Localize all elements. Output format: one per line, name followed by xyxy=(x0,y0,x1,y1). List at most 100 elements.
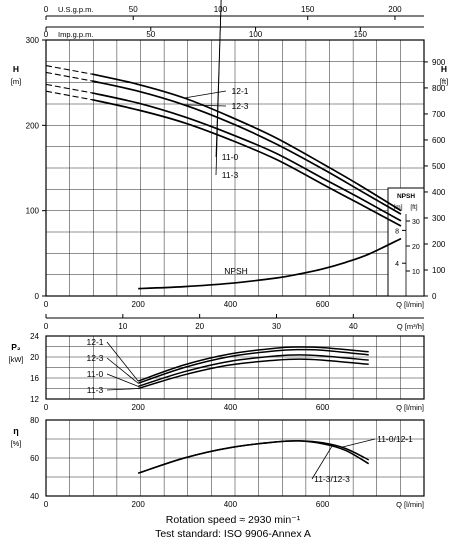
npsh-curve-label: NPSH xyxy=(224,266,248,276)
power-curve-label-11-0: 11-0 xyxy=(87,369,104,379)
power-curve-11-0 xyxy=(137,354,369,388)
q-m3h-tick-label: 0 xyxy=(44,322,49,331)
head-ft-tick-label: 900 xyxy=(432,58,446,67)
npsh-ft-tick-label: 20 xyxy=(412,244,420,251)
q-m3h-tick-label: 40 xyxy=(349,322,358,331)
power-curve-label-leader xyxy=(106,357,139,384)
head-curve-11-0-dashed xyxy=(45,83,93,94)
eff-x-tick-label: 400 xyxy=(224,500,238,509)
head-y-tick-label: 0 xyxy=(35,292,40,301)
power-x-axis-label: Q [l/min] xyxy=(396,403,424,412)
head-curve-label-11-0: 11-0 xyxy=(222,152,239,162)
usgpm-tick-label: 200 xyxy=(388,5,402,14)
eff-x-tick-label: 0 xyxy=(44,500,49,509)
npsh-curve xyxy=(138,237,402,290)
head-ft-tick-label: 700 xyxy=(432,110,446,119)
head-x-tick-label: 600 xyxy=(316,300,330,309)
power-x-tick-label: 600 xyxy=(316,403,330,412)
power-x-tick-label: 400 xyxy=(224,403,238,412)
head-ft-tick-label: 200 xyxy=(432,240,446,249)
q-m3h-tick-label: 30 xyxy=(272,322,281,331)
impgpm-tick-label: 0 xyxy=(44,30,49,39)
head-curve-label-11-3: 11-3 xyxy=(222,170,239,180)
power-curve-label-leader xyxy=(106,388,139,391)
npsh-m-tick-label: 8 xyxy=(395,228,399,235)
eff-y-axis-label: η xyxy=(13,426,19,436)
head-ft-axis-label: H xyxy=(441,64,447,74)
impgpm-axis-label: Imp.g.p.m. xyxy=(58,30,93,39)
impgpm-tick-label: 150 xyxy=(354,30,368,39)
power-frame xyxy=(45,335,425,400)
power-y-axis-label: P₂ xyxy=(11,342,21,352)
eff-y-unit: [%] xyxy=(11,439,22,448)
impgpm-tick-label: 50 xyxy=(146,30,155,39)
npsh-m-tick-label: 4 xyxy=(395,261,399,268)
head-curve-12-3 xyxy=(91,80,402,215)
head-curve-label-leader xyxy=(184,104,227,107)
head-y-tick-label: 300 xyxy=(26,36,40,45)
head-ft-tick-label: 600 xyxy=(432,136,446,145)
head-curve-12-3-dashed xyxy=(45,71,93,82)
head-curve-label-leader xyxy=(215,0,222,176)
power-curve-12-3 xyxy=(137,348,369,385)
eff-curve-11-3-12-3 xyxy=(137,440,370,474)
q-m3h-tick-label: 10 xyxy=(118,322,127,331)
npsh-unit-m: [m] xyxy=(393,204,402,211)
eff-curve-label: 11-0/12-1 xyxy=(377,434,413,444)
usgpm-tick-label: 0 xyxy=(44,5,49,14)
eff-curve-11-0-12-1 xyxy=(137,440,370,474)
power-curve-label-12-1: 12-1 xyxy=(86,337,103,347)
head-ft-tick-label: 800 xyxy=(432,84,446,93)
head-curve-11-0 xyxy=(91,92,402,222)
eff-curve-label: 11-3/12-3 xyxy=(314,474,350,484)
head-x-tick-label: 400 xyxy=(224,300,238,309)
power-curve-label-leader xyxy=(106,373,139,387)
head-y-tick-label: 200 xyxy=(26,121,40,130)
usgpm-tick-label: 150 xyxy=(301,5,315,14)
power-y-tick-label: 24 xyxy=(30,332,39,341)
head-curve-12-1-dashed xyxy=(45,65,93,75)
rotation-speed-note: Rotation speed ≈ 2930 min⁻¹ xyxy=(165,514,301,526)
eff-x-tick-label: 200 xyxy=(132,500,146,509)
q-m3h-tick-label: 20 xyxy=(195,322,204,331)
eff-frame xyxy=(45,419,425,497)
head-curve-label-leader xyxy=(184,90,227,99)
impgpm-tick-label: 100 xyxy=(249,30,263,39)
head-y-axis-label: H xyxy=(13,64,19,74)
eff-y-tick-label: 80 xyxy=(30,416,39,425)
head-y-tick-label: 100 xyxy=(26,207,40,216)
power-curve-label-leader xyxy=(106,341,139,382)
head-x-tick-label: 200 xyxy=(132,300,146,309)
head-curve-label-12-1: 12-1 xyxy=(231,86,248,96)
head-curve-11-3-dashed xyxy=(45,90,93,101)
eff-x-axis-label: Q [l/min] xyxy=(396,500,424,509)
head-ft-tick-label: 300 xyxy=(432,214,446,223)
power-y-tick-label: 12 xyxy=(30,395,39,404)
usgpm-axis-label: U.S.g.p.m. xyxy=(58,5,93,14)
power-curve-label-11-3: 11-3 xyxy=(87,385,104,395)
power-curve-11-3 xyxy=(137,358,369,390)
power-x-tick-label: 200 xyxy=(132,403,146,412)
usgpm-tick-label: 50 xyxy=(129,5,138,14)
npsh-ft-tick-label: 10 xyxy=(412,269,420,276)
eff-y-tick-label: 40 xyxy=(30,492,39,501)
eff-y-tick-label: 60 xyxy=(30,454,39,463)
npsh-axis-title: NPSH xyxy=(397,193,415,200)
head-ft-tick-label: 500 xyxy=(432,162,446,171)
head-ft-tick-label: 400 xyxy=(432,188,446,197)
head-curve-11-3 xyxy=(91,98,402,227)
power-y-unit: [kW] xyxy=(9,355,24,364)
head-x-tick-label: 0 xyxy=(44,300,49,309)
head-frame xyxy=(45,39,425,297)
power-curve-12-1 xyxy=(137,346,369,382)
power-y-tick-label: 20 xyxy=(30,353,39,362)
head-ft-tick-label: 0 xyxy=(432,292,437,301)
eff-curve-label-leader xyxy=(311,446,333,480)
npsh-ft-tick-label: 30 xyxy=(412,219,420,226)
head-x-axis-label: Q [l/min] xyxy=(396,300,424,309)
head-curve-label-12-3: 12-3 xyxy=(231,101,248,111)
eff-x-tick-label: 600 xyxy=(316,500,330,509)
npsh-unit-ft: [ft] xyxy=(410,204,417,211)
test-standard-note: Test standard: ISO 9906-Annex A xyxy=(155,528,311,540)
q-m3h-axis-label: Q [m³/h] xyxy=(397,322,424,331)
